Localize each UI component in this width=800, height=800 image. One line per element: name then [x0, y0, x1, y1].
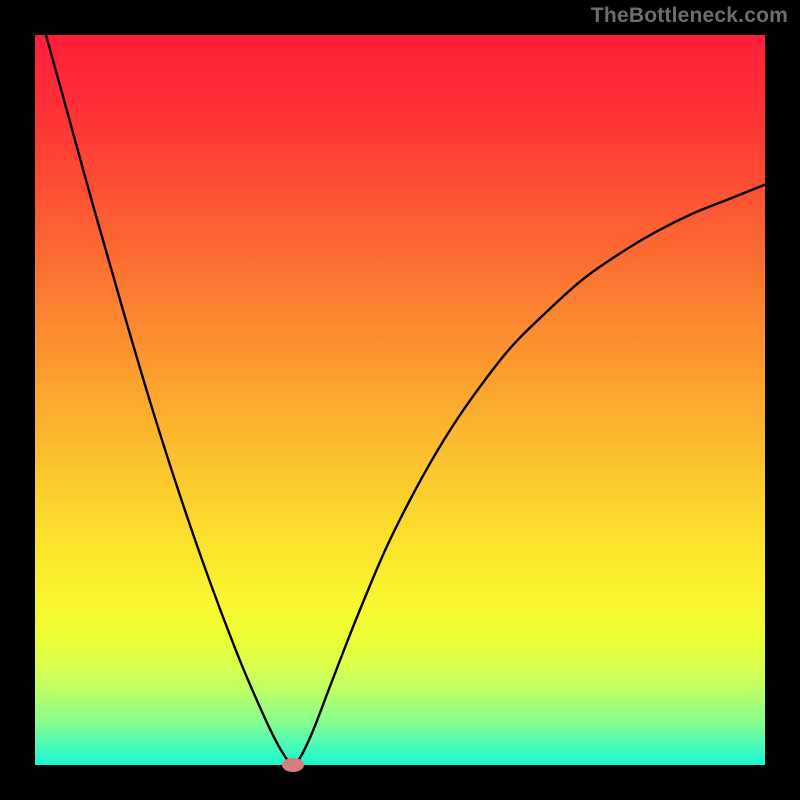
bottleneck-curve	[46, 35, 765, 765]
optimum-marker	[282, 758, 304, 772]
watermark-text: TheBottleneck.com	[591, 4, 788, 28]
plot-area	[35, 35, 765, 765]
curve-svg	[35, 35, 765, 765]
